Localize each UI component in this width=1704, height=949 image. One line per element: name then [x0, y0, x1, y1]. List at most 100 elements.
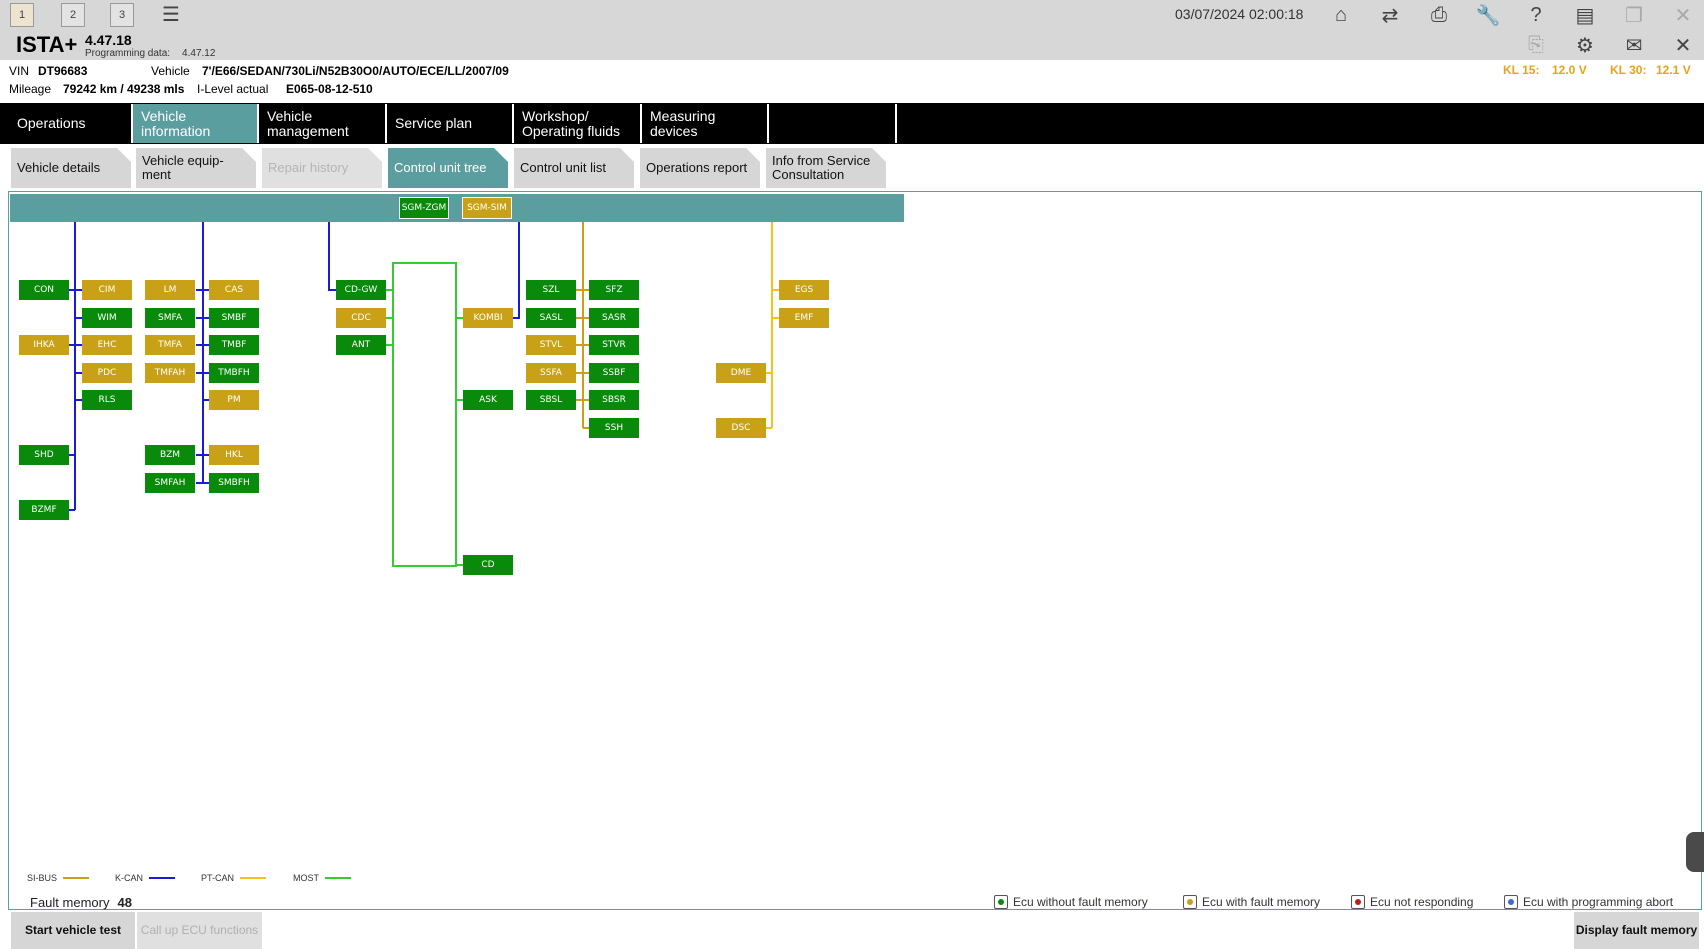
subtab-control-unit-tree[interactable]: Control unit tree — [388, 148, 508, 188]
gear-icon[interactable]: ⚙ — [1576, 34, 1594, 57]
ecu-sasl[interactable]: SASL — [526, 308, 576, 328]
ecu-bzm[interactable]: BZM — [145, 445, 195, 465]
ecu-tmfa[interactable]: TMFA — [145, 335, 195, 355]
ecu-smbf[interactable]: SMBF — [209, 308, 259, 328]
session-tab-1[interactable]: 1 — [10, 3, 34, 27]
ecu-ssfa[interactable]: SSFA — [526, 363, 576, 383]
document-icon[interactable]: ⎘ — [1528, 33, 1544, 56]
tab-measuring-devices[interactable]: Measuring devices — [642, 104, 769, 143]
subtab-operations-report[interactable]: Operations report — [640, 148, 760, 188]
restore-icon[interactable]: ❐ — [1625, 4, 1643, 27]
vehicle-value: 7'/E66/SEDAN/730Li/N52B30O0/AUTO/ECE/LL/… — [202, 64, 509, 78]
ecu-ssbf[interactable]: SSBF — [589, 363, 639, 383]
app-version: 4.47.18 — [85, 32, 132, 48]
kl30-label: KL 30: — [1610, 63, 1647, 77]
header-bar — [0, 30, 1704, 60]
ecu-smfa[interactable]: SMFA — [145, 308, 195, 328]
kl15-value: 12.0 V — [1552, 63, 1587, 77]
subtab-vehicle-details[interactable]: Vehicle details — [11, 148, 131, 188]
ecu-wim[interactable]: WIM — [82, 308, 132, 328]
programming-data: Programming data: 4.47.12 — [85, 48, 216, 59]
print-icon[interactable]: ⎙ — [1431, 3, 1447, 26]
ecu-szl[interactable]: SZL — [526, 280, 576, 300]
app-name: ISTA+ — [16, 32, 78, 57]
ecu-pm[interactable]: PM — [209, 390, 259, 410]
ecu-sbsl[interactable]: SBSL — [526, 390, 576, 410]
legend-pt-can: PT-CAN — [201, 873, 267, 883]
gateway-bar — [10, 194, 904, 222]
ecu-egs[interactable]: EGS — [779, 280, 829, 300]
ecu-tmfah[interactable]: TMFAH — [145, 363, 195, 383]
ecu-ssh[interactable]: SSH — [589, 418, 639, 438]
ecu-cdc[interactable]: CDC — [336, 308, 386, 328]
status-fault-icon — [1183, 895, 1197, 909]
tab-empty — [769, 104, 897, 143]
ecu-con[interactable]: CON — [19, 280, 69, 300]
side-panel-handle[interactable] — [1686, 832, 1704, 872]
help-icon[interactable]: ? — [1530, 3, 1542, 26]
vehicle-switch-icon[interactable]: ⇄ — [1381, 4, 1399, 27]
close-icon[interactable]: ✕ — [1674, 34, 1692, 57]
ecu-tmbf[interactable]: TMBF — [209, 335, 259, 355]
control-unit-tree-panel — [8, 191, 1702, 910]
tab-service-plan[interactable]: Service plan — [387, 104, 514, 143]
subtab-vehicle-equipment[interactable]: Vehicle equip- ment — [136, 148, 256, 188]
display-fault-memory-button[interactable]: Display fault memory — [1574, 912, 1699, 949]
ecu-sasr[interactable]: SASR — [589, 308, 639, 328]
ecu-dme[interactable]: DME — [716, 363, 766, 383]
ecu-smfah[interactable]: SMFAH — [145, 473, 195, 493]
tab-workshop-fluids[interactable]: Workshop/ Operating fluids — [514, 104, 642, 143]
minimize-icon[interactable]: ▤ — [1575, 4, 1595, 27]
ecu-shd[interactable]: SHD — [19, 445, 69, 465]
list-icon[interactable]: ☰ — [162, 3, 180, 26]
mileage-label: Mileage — [9, 82, 52, 96]
session-tab-2[interactable]: 2 — [61, 3, 85, 27]
mail-icon[interactable]: ✉ — [1625, 34, 1643, 57]
tab-vehicle-information[interactable]: Vehicle information — [133, 104, 259, 143]
call-ecu-functions-button[interactable]: Call up ECU functions — [137, 912, 262, 949]
subtab-service-consultation[interactable]: Info from Service Consultation — [766, 148, 886, 188]
fault-memory-count: Fault memory 48 — [30, 895, 132, 910]
ecu-rls[interactable]: RLS — [82, 390, 132, 410]
ecu-cim[interactable]: CIM — [82, 280, 132, 300]
ecu-sgm-sim[interactable]: SGM-SIM — [462, 197, 512, 219]
status-programming-abort-icon — [1504, 895, 1518, 909]
ecu-cd[interactable]: CD — [463, 555, 513, 575]
ecu-hkl[interactable]: HKL — [209, 445, 259, 465]
ecu-sbsr[interactable]: SBSR — [589, 390, 639, 410]
subtab-repair-history[interactable]: Repair history — [262, 148, 382, 188]
ecu-lm[interactable]: LM — [145, 280, 195, 300]
ecu-stvl[interactable]: STVL — [526, 335, 576, 355]
subtab-control-unit-list[interactable]: Control unit list — [514, 148, 634, 188]
kl30-value: 12.1 V — [1656, 63, 1691, 77]
status-not-responding: Ecu not responding — [1351, 895, 1473, 909]
legend-si-bus: SI-BUS — [27, 873, 90, 883]
ecu-dsc[interactable]: DSC — [716, 418, 766, 438]
ecu-cas[interactable]: CAS — [209, 280, 259, 300]
tab-operations[interactable]: Operations — [0, 104, 133, 143]
wrench-icon[interactable]: 🔧 — [1475, 4, 1501, 27]
ecu-stvr[interactable]: STVR — [589, 335, 639, 355]
session-tab-3[interactable]: 3 — [110, 3, 134, 27]
ecu-emf[interactable]: EMF — [779, 308, 829, 328]
ecu-cd-gw[interactable]: CD-GW — [336, 280, 386, 300]
ecu-sgm-zgm[interactable]: SGM-ZGM — [399, 197, 449, 219]
ecu-ask[interactable]: ASK — [463, 390, 513, 410]
ecu-ant[interactable]: ANT — [336, 335, 386, 355]
ecu-sfz[interactable]: SFZ — [589, 280, 639, 300]
ilevel-value: E065-08-12-510 — [286, 82, 373, 96]
home-icon[interactable]: ⌂ — [1334, 3, 1348, 26]
tab-vehicle-management[interactable]: Vehicle management — [259, 104, 387, 143]
ecu-pdc[interactable]: PDC — [82, 363, 132, 383]
ilevel-label: I-Level actual — [197, 82, 269, 96]
start-vehicle-test-button[interactable]: Start vehicle test — [11, 912, 135, 949]
close-window-icon[interactable]: ✕ — [1674, 4, 1692, 27]
ecu-ehc[interactable]: EHC — [82, 335, 132, 355]
status-ok: Ecu without fault memory — [994, 895, 1148, 909]
ecu-bzmf[interactable]: BZMF — [19, 500, 69, 520]
ecu-smbfh[interactable]: SMBFH — [209, 473, 259, 493]
ecu-kombi[interactable]: KOMBI — [463, 308, 513, 328]
ecu-ihka[interactable]: IHKA — [19, 335, 69, 355]
status-fault: Ecu with fault memory — [1183, 895, 1320, 909]
ecu-tmbfh[interactable]: TMBFH — [209, 363, 259, 383]
